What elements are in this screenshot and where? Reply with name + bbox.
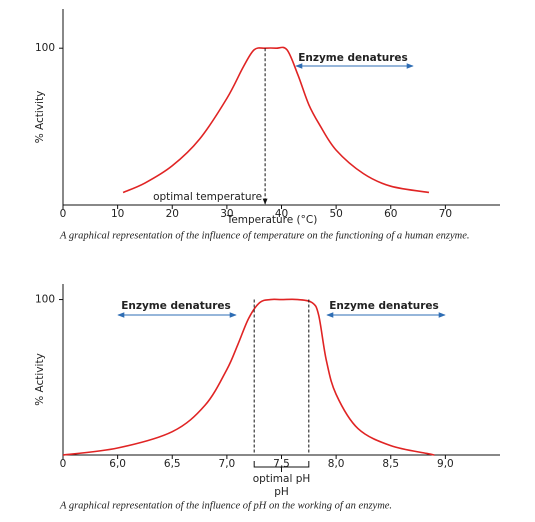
x-tick-label: 20 bbox=[166, 208, 179, 220]
activity-curve bbox=[122, 46, 430, 194]
x-axis-label: pH bbox=[274, 486, 289, 498]
x-axis-label: Temperature (°C) bbox=[226, 214, 318, 226]
x-tick-label: 0 bbox=[60, 208, 67, 220]
y-axis-label: % Activity bbox=[34, 91, 46, 144]
x-tick-label: 10 bbox=[111, 208, 124, 220]
annotation: Enzyme denatures bbox=[329, 300, 439, 312]
x-tick-label: 30 bbox=[220, 208, 233, 220]
x-tick-label: 40 bbox=[275, 208, 288, 220]
y-axis-label: % Activity bbox=[34, 353, 46, 406]
x-tick-label: 8,0 bbox=[328, 458, 345, 470]
x-tick-label: 9,0 bbox=[437, 458, 454, 470]
caption: A graphical representation of the influe… bbox=[59, 500, 392, 511]
x-tick-label: 70 bbox=[439, 208, 452, 220]
x-tick-label: 8,5 bbox=[382, 458, 399, 470]
x-tick-label: 60 bbox=[384, 208, 397, 220]
x-tick-label: 0 bbox=[60, 458, 67, 470]
annotation: Enzyme denatures bbox=[298, 52, 408, 64]
x-tick-label: 6,5 bbox=[164, 458, 181, 470]
x-tick-label: 7,0 bbox=[219, 458, 236, 470]
y-tick-label: 100 bbox=[35, 42, 55, 54]
caption: A graphical representation of the influe… bbox=[59, 230, 470, 241]
activity-curve bbox=[62, 298, 435, 456]
y-tick-label: 100 bbox=[35, 294, 55, 306]
x-tick-label: 6,0 bbox=[109, 458, 126, 470]
annotation: optimal temperature bbox=[153, 191, 262, 203]
annotation: Enzyme denatures bbox=[121, 300, 231, 312]
bracket bbox=[253, 461, 310, 472]
annotation: optimal pH bbox=[253, 473, 311, 485]
x-tick-label: 50 bbox=[329, 208, 342, 220]
